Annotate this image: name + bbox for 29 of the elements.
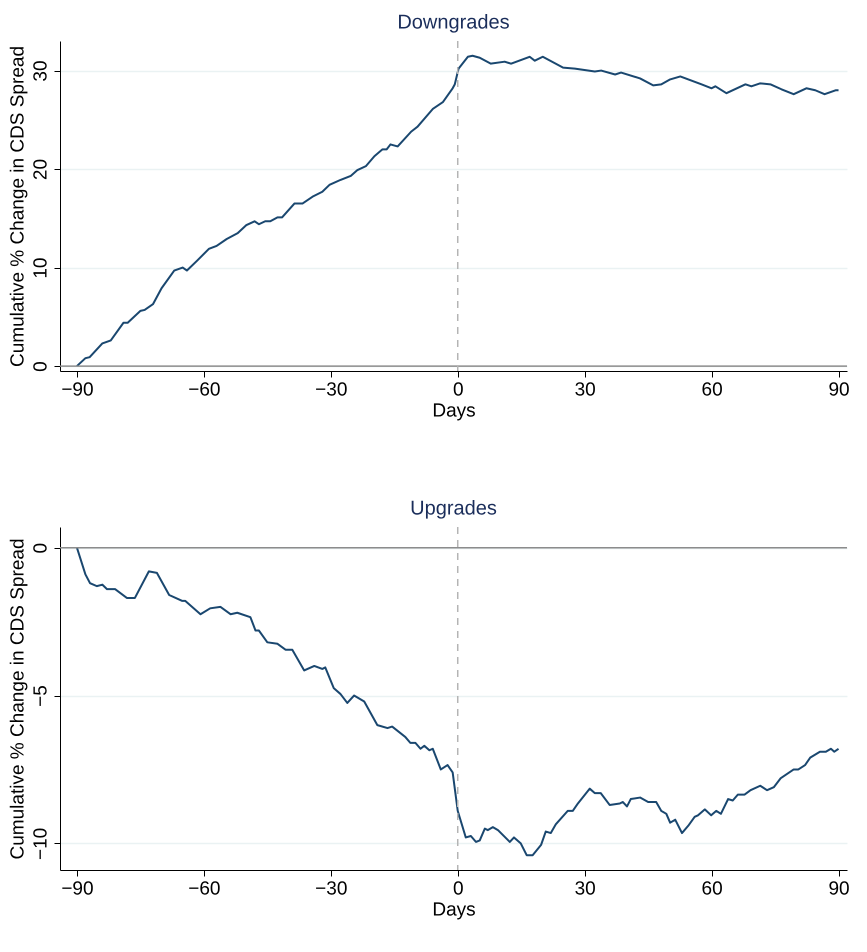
x-tick-label: 60 (702, 380, 723, 400)
x-axis-title: Days (432, 400, 476, 422)
x-axis-title: Days (432, 900, 476, 920)
line-series (76, 54, 840, 368)
y-tick-label: −5 (30, 685, 52, 707)
x-tick-label: 60 (702, 878, 723, 900)
x-tick-label: −90 (61, 878, 94, 900)
y-axis-title: Cumulative % Change in CDS Spread (8, 46, 28, 368)
y-tick-label: 0 (30, 361, 52, 372)
y-tick-label: 0 (30, 542, 52, 554)
chart-title: Upgrades (410, 497, 497, 520)
x-tick-label: −90 (61, 380, 94, 400)
x-tick-label: 90 (828, 380, 850, 400)
line-series (76, 546, 840, 856)
chart-title: Downgrades (397, 11, 510, 34)
y-axis-title: Cumulative % Change in CDS Spread (8, 538, 28, 860)
x-tick-label: −30 (315, 380, 348, 400)
x-tick-label: −60 (188, 380, 220, 400)
y-tick-label: 30 (30, 60, 52, 82)
y-tick-label: 20 (30, 158, 52, 180)
x-tick-label: 30 (574, 380, 596, 400)
y-tick-label: 10 (30, 257, 52, 279)
x-tick-label: 30 (574, 878, 596, 900)
x-tick-label: −60 (188, 878, 220, 900)
y-tick-label: −10 (30, 828, 52, 860)
x-tick-label: −30 (315, 878, 348, 900)
x-tick-label: 0 (452, 380, 464, 400)
x-tick-label: 90 (828, 878, 850, 900)
x-tick-label: 0 (452, 878, 464, 900)
